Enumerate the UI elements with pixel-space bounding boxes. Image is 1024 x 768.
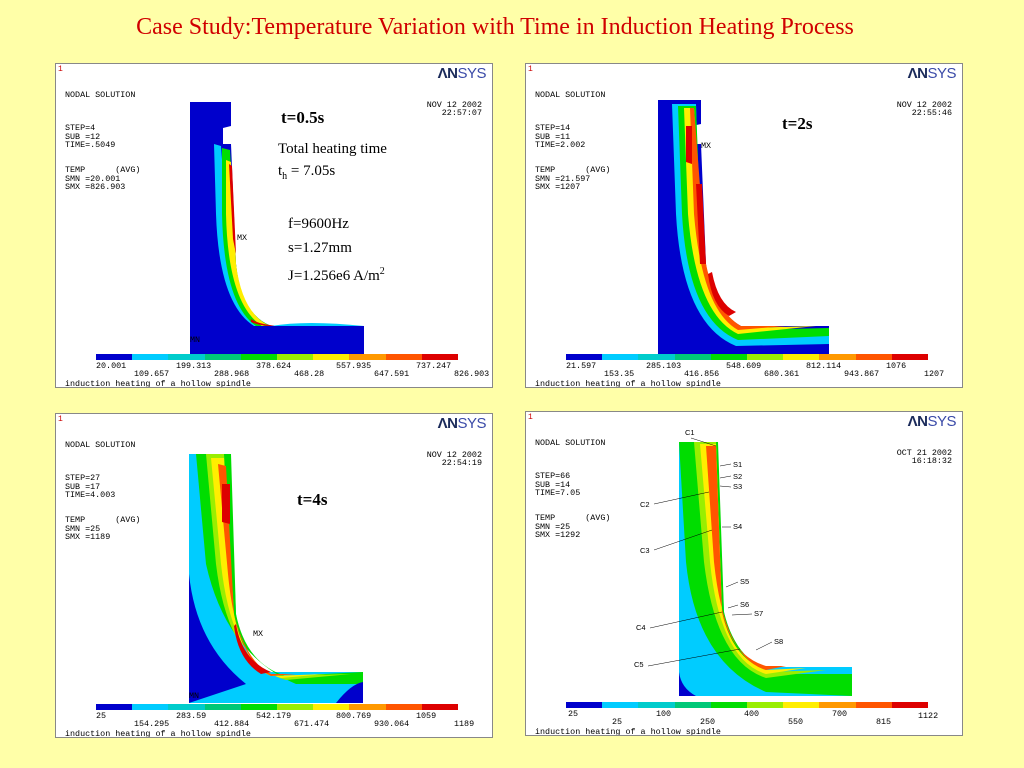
max-marker: MX [237, 233, 248, 243]
ansys-logo: ΛNSYS [437, 65, 487, 82]
solution-header: NODAL SOLUTION STEP=66 SUB =14 TIME=7.05 T… [535, 437, 611, 541]
node-label-C3: C3 [640, 546, 650, 555]
plot-number: 1 [58, 415, 63, 424]
gap-label: s=1.27mm [288, 240, 352, 256]
time-annotation: t=0.5s [281, 108, 325, 127]
color-legend-bar [566, 702, 929, 708]
node-label-S3: S3 [733, 482, 743, 491]
solution-header: NODAL SOLUTION STEP=4 SUB =12 TIME=.5049 T… [65, 89, 141, 193]
min-marker: MN [190, 335, 201, 345]
plot-footer: induction heating of a hollow spindle [65, 379, 251, 388]
solution-header: NODAL SOLUTION STEP=27 SUB =17 TIME=4.003 … [65, 439, 141, 543]
color-legend-bar [96, 354, 459, 360]
ansys-plot-panel-t2: 1 ΛNSYS NODAL SOLUTION STEP=14 SUB =11 TIM… [525, 63, 963, 388]
plot-footer: induction heating of a hollow spindle [535, 379, 721, 388]
node-label-S2: S2 [733, 472, 743, 481]
heating-time-label: Total heating time [278, 141, 387, 157]
color-legend-bar [566, 354, 929, 360]
ansys-plot-panel-t0.5: 1 ΛNSYS NODAL SOLUTION STEP=4 SUB =12 TIME… [55, 63, 493, 388]
frequency-label: f=9600Hz [288, 216, 349, 232]
node-label-S6: S6 [740, 600, 750, 609]
heating-time-value: th = 7.05s [278, 163, 336, 182]
solution-date: NOV 12 2002 22:57:07 [426, 99, 482, 119]
time-annotation: t=2s [782, 114, 813, 133]
node-label-S7: S7 [754, 609, 764, 618]
temperature-contour-plot [658, 100, 829, 354]
slide-title: Case Study:Temperature Variation with Ti… [136, 14, 854, 40]
color-legend-bar [96, 704, 459, 710]
current-density-label: J=1.256e6 A/m2 [288, 266, 385, 284]
node-label-C5: C5 [634, 660, 644, 669]
node-label-S4: S4 [733, 522, 743, 531]
node-label-S5: S5 [740, 577, 750, 586]
ansys-logo: ΛNSYS [437, 415, 487, 432]
plot-footer: induction heating of a hollow spindle [535, 727, 721, 736]
ansys-plot-panel-t7.05: 1 ΛNSYS NODAL SOLUTION STEP=66 SUB =14 TIM… [525, 411, 963, 736]
plot-number: 1 [528, 65, 533, 74]
max-marker: MX [253, 629, 264, 639]
node-label-C1: C1 [685, 428, 695, 437]
node-label-S1: S1 [733, 460, 743, 469]
max-marker: MX [701, 141, 712, 151]
ansys-logo: ΛNSYS [907, 413, 957, 430]
ansys-logo: ΛNSYS [907, 65, 957, 82]
node-label-C4: C4 [636, 623, 646, 632]
solution-date: NOV 12 2002 22:54:19 [426, 449, 482, 469]
node-label-C2: C2 [640, 500, 650, 509]
time-annotation: t=4s [297, 490, 328, 509]
solution-header: NODAL SOLUTION STEP=14 SUB =11 TIME=2.002 … [535, 89, 611, 193]
plot-number: 1 [58, 65, 63, 74]
node-label-S8: S8 [774, 637, 784, 646]
plot-footer: induction heating of a hollow spindle [65, 729, 251, 738]
solution-date: NOV 12 2002 22:55:46 [896, 99, 952, 119]
temperature-contour-plot [189, 454, 363, 703]
temperature-contour-plot [190, 102, 364, 354]
ansys-plot-panel-t4: 1 ΛNSYS NODAL SOLUTION STEP=27 SUB =17 TIM… [55, 413, 493, 738]
plot-number: 1 [528, 413, 533, 422]
temperature-contour-plot [647, 437, 852, 696]
min-marker: MN [189, 691, 200, 701]
solution-date: OCT 21 2002 16:18:32 [896, 447, 952, 467]
